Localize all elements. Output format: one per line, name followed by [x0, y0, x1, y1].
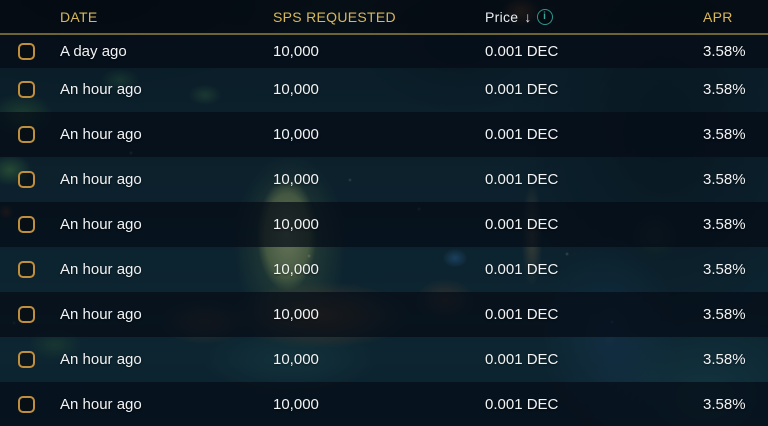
- row-apr: 3.58%: [703, 261, 746, 278]
- row-price: 0.001 DEC: [485, 216, 559, 234]
- table-row: An hour ago 10,000 0.001 DEC 3.58%: [0, 202, 768, 248]
- row-price: 0.001 DEC: [485, 81, 559, 99]
- row-apr: 3.58%: [703, 126, 746, 144]
- row-checkbox[interactable]: [18, 261, 35, 278]
- row-select-cell: [0, 42, 60, 60]
- column-header-date[interactable]: DATE: [60, 8, 98, 25]
- row-date: An hour ago: [60, 395, 142, 413]
- table-row: A day ago 10,000 0.001 DEC 3.58%: [0, 35, 768, 68]
- row-sps-requested: 10,000: [273, 395, 319, 413]
- row-checkbox[interactable]: [18, 171, 35, 189]
- row-sps-requested: 10,000: [273, 305, 319, 323]
- row-apr: 3.58%: [703, 216, 746, 234]
- table-row: An hour ago 10,000 0.001 DEC 3.58%: [0, 381, 768, 426]
- row-select-cell: [0, 305, 60, 323]
- row-price: 0.001 DEC: [485, 305, 559, 323]
- row-select-cell: [0, 395, 60, 413]
- row-sps-requested: 10,000: [273, 81, 319, 99]
- row-date: An hour ago: [60, 216, 142, 234]
- column-header-apr[interactable]: APR: [703, 8, 733, 25]
- row-checkbox[interactable]: [18, 126, 35, 144]
- row-price: 0.001 DEC: [485, 42, 559, 60]
- row-sps-requested: 10,000: [273, 171, 319, 189]
- row-apr: 3.58%: [703, 171, 746, 189]
- info-icon[interactable]: i: [536, 8, 553, 25]
- sort-descending-icon: ↓: [524, 8, 532, 25]
- row-select-cell: [0, 216, 60, 234]
- row-apr: 3.58%: [703, 42, 746, 60]
- table-header: DATE SPS REQUESTED Price ↓ i APR: [0, 0, 768, 35]
- row-price: 0.001 DEC: [485, 350, 559, 368]
- row-checkbox[interactable]: [18, 305, 35, 323]
- row-apr: 3.58%: [703, 305, 746, 323]
- row-apr: 3.58%: [703, 81, 746, 99]
- table-row: An hour ago 10,000 0.001 DEC 3.58%: [0, 336, 768, 382]
- table-row: An hour ago 10,000 0.001 DEC 3.58%: [0, 112, 768, 158]
- row-apr: 3.58%: [703, 395, 746, 413]
- row-sps-requested: 10,000: [273, 216, 319, 234]
- row-checkbox[interactable]: [18, 216, 35, 234]
- row-apr: 3.58%: [703, 350, 746, 368]
- column-header-sps-requested[interactable]: SPS REQUESTED: [273, 8, 396, 25]
- row-price: 0.001 DEC: [485, 171, 559, 189]
- row-sps-requested: 10,000: [273, 126, 319, 144]
- table-row: An hour ago 10,000 0.001 DEC 3.58%: [0, 291, 768, 337]
- row-checkbox[interactable]: [18, 42, 35, 60]
- row-price: 0.001 DEC: [485, 261, 559, 278]
- price-header-label: Price: [485, 8, 519, 25]
- row-checkbox[interactable]: [18, 395, 35, 413]
- row-select-cell: [0, 350, 60, 368]
- row-date: An hour ago: [60, 305, 142, 323]
- row-date: An hour ago: [60, 350, 142, 368]
- row-select-cell: [0, 126, 60, 144]
- table-body: A day ago 10,000 0.001 DEC 3.58% An hour…: [0, 35, 768, 426]
- row-select-cell: [0, 171, 60, 189]
- table-row: An hour ago 10,000 0.001 DEC 3.58%: [0, 67, 768, 113]
- table-row: An hour ago 10,000 0.001 DEC 3.58%: [0, 157, 768, 203]
- row-checkbox[interactable]: [18, 81, 35, 99]
- row-select-cell: [0, 261, 60, 278]
- row-date: A day ago: [60, 42, 127, 60]
- row-select-cell: [0, 81, 60, 99]
- row-sps-requested: 10,000: [273, 261, 319, 278]
- row-checkbox[interactable]: [18, 350, 35, 368]
- row-date: An hour ago: [60, 261, 142, 278]
- row-date: An hour ago: [60, 126, 142, 144]
- row-price: 0.001 DEC: [485, 395, 559, 413]
- column-header-price[interactable]: Price ↓ i: [485, 8, 703, 25]
- row-date: An hour ago: [60, 81, 142, 99]
- row-sps-requested: 10,000: [273, 350, 319, 368]
- row-price: 0.001 DEC: [485, 126, 559, 144]
- row-sps-requested: 10,000: [273, 42, 319, 60]
- table-row: An hour ago 10,000 0.001 DEC 3.58%: [0, 247, 768, 292]
- row-date: An hour ago: [60, 171, 142, 189]
